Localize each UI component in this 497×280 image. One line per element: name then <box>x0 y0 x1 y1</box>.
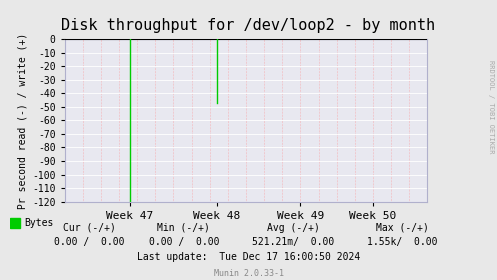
Text: Disk throughput for /dev/loop2 - by month: Disk throughput for /dev/loop2 - by mont… <box>62 18 435 33</box>
Text: Munin 2.0.33-1: Munin 2.0.33-1 <box>214 269 283 278</box>
Text: RRDTOOL / TOBI OETIKER: RRDTOOL / TOBI OETIKER <box>488 60 494 153</box>
Text: Last update:  Tue Dec 17 16:00:50 2024: Last update: Tue Dec 17 16:00:50 2024 <box>137 252 360 262</box>
Text: 0.00 /  0.00: 0.00 / 0.00 <box>149 237 219 247</box>
Bar <box>10 218 20 228</box>
Text: 0.00 /  0.00: 0.00 / 0.00 <box>54 237 125 247</box>
Y-axis label: Pr second read (-) / write (+): Pr second read (-) / write (+) <box>18 32 28 209</box>
Text: Bytes: Bytes <box>24 218 53 228</box>
Text: Cur (-/+): Cur (-/+) <box>63 223 116 233</box>
Text: Max (-/+): Max (-/+) <box>376 223 429 233</box>
Text: 521.21m/  0.00: 521.21m/ 0.00 <box>252 237 334 247</box>
Text: Min (-/+): Min (-/+) <box>158 223 210 233</box>
Text: Avg (-/+): Avg (-/+) <box>267 223 320 233</box>
Text: 1.55k/  0.00: 1.55k/ 0.00 <box>367 237 438 247</box>
